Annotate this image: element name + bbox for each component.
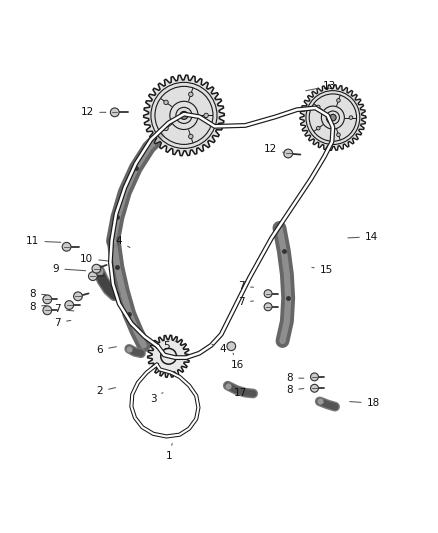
Text: 8: 8 — [29, 289, 46, 298]
Text: 7: 7 — [54, 304, 74, 314]
Circle shape — [65, 301, 74, 310]
Text: 8: 8 — [286, 385, 304, 395]
Polygon shape — [144, 75, 224, 156]
Text: 4: 4 — [116, 236, 130, 247]
Circle shape — [43, 295, 52, 304]
Polygon shape — [148, 335, 190, 377]
Text: 8: 8 — [286, 373, 304, 383]
Text: 5: 5 — [163, 341, 176, 351]
Text: 11: 11 — [26, 236, 61, 246]
Circle shape — [317, 105, 320, 109]
Circle shape — [43, 306, 52, 314]
Text: 10: 10 — [80, 254, 108, 264]
Circle shape — [204, 113, 208, 118]
Text: 1: 1 — [165, 443, 172, 461]
Circle shape — [317, 126, 320, 130]
Text: 12: 12 — [264, 144, 285, 154]
Text: 7: 7 — [238, 297, 254, 308]
Circle shape — [227, 342, 236, 351]
Circle shape — [74, 292, 82, 301]
Text: 18: 18 — [350, 398, 380, 408]
Text: 2: 2 — [96, 386, 116, 397]
Circle shape — [264, 303, 272, 311]
Circle shape — [264, 290, 272, 297]
Text: 16: 16 — [231, 353, 244, 370]
Circle shape — [92, 264, 101, 273]
Circle shape — [164, 126, 168, 131]
Circle shape — [337, 99, 340, 102]
Circle shape — [311, 373, 318, 381]
Text: 6: 6 — [96, 345, 117, 355]
Text: 9: 9 — [53, 264, 86, 273]
Circle shape — [161, 349, 177, 364]
Text: 4: 4 — [212, 344, 226, 354]
Circle shape — [349, 116, 353, 119]
Circle shape — [88, 272, 97, 280]
Text: 8: 8 — [29, 302, 46, 312]
Circle shape — [189, 134, 193, 139]
Text: 3: 3 — [150, 393, 163, 404]
Text: 17: 17 — [233, 387, 247, 398]
Text: 7: 7 — [238, 281, 254, 291]
Circle shape — [62, 243, 71, 251]
Circle shape — [311, 384, 318, 392]
Polygon shape — [300, 85, 366, 150]
Circle shape — [337, 133, 340, 136]
Text: 13: 13 — [306, 81, 336, 91]
Text: 15: 15 — [312, 265, 333, 275]
Circle shape — [180, 111, 188, 119]
Text: 7: 7 — [54, 318, 71, 328]
Text: 14: 14 — [348, 232, 378, 242]
Circle shape — [189, 92, 193, 96]
Circle shape — [284, 149, 293, 158]
Circle shape — [329, 114, 336, 121]
Text: 12: 12 — [81, 107, 106, 117]
Circle shape — [164, 100, 168, 104]
Circle shape — [110, 108, 119, 117]
